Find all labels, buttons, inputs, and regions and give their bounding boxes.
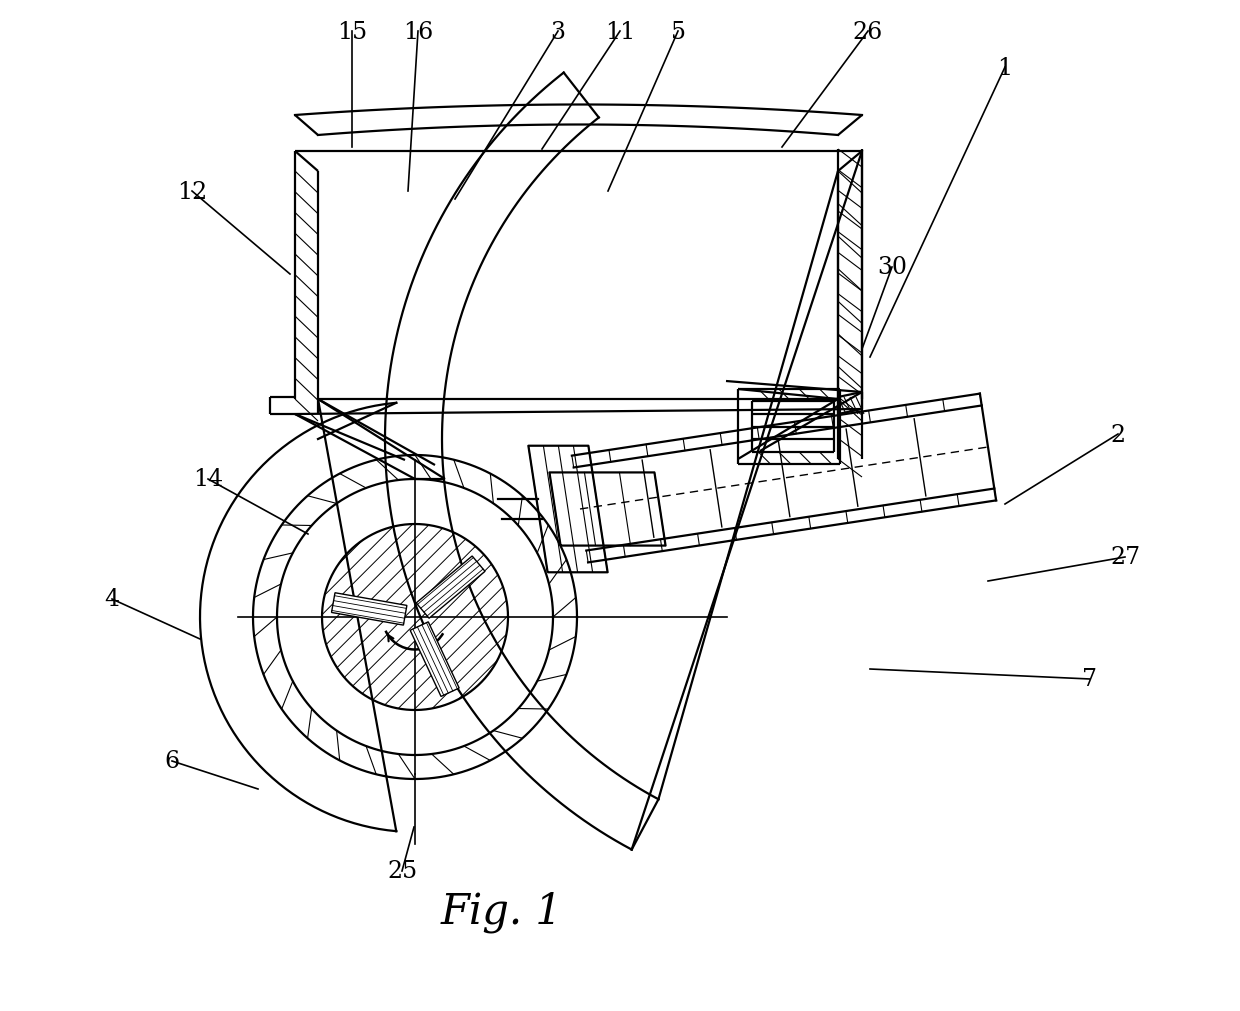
Text: 15: 15 bbox=[337, 20, 367, 43]
Text: 2: 2 bbox=[1111, 423, 1126, 446]
Text: 11: 11 bbox=[605, 20, 635, 43]
Text: 16: 16 bbox=[403, 20, 433, 43]
Text: 6: 6 bbox=[165, 750, 180, 772]
Text: 4: 4 bbox=[104, 588, 119, 611]
Polygon shape bbox=[417, 556, 485, 619]
Text: 27: 27 bbox=[1110, 546, 1140, 569]
Text: 30: 30 bbox=[877, 256, 906, 279]
Text: 3: 3 bbox=[551, 20, 565, 43]
Text: Fig. 1: Fig. 1 bbox=[441, 890, 563, 932]
Text: 5: 5 bbox=[671, 20, 686, 43]
Text: 25: 25 bbox=[387, 859, 417, 883]
Polygon shape bbox=[331, 593, 407, 626]
Polygon shape bbox=[410, 622, 459, 697]
Text: 1: 1 bbox=[997, 57, 1013, 80]
Text: 7: 7 bbox=[1083, 668, 1097, 691]
Text: 14: 14 bbox=[193, 468, 223, 491]
Text: 26: 26 bbox=[853, 20, 883, 43]
Text: 12: 12 bbox=[177, 180, 207, 203]
